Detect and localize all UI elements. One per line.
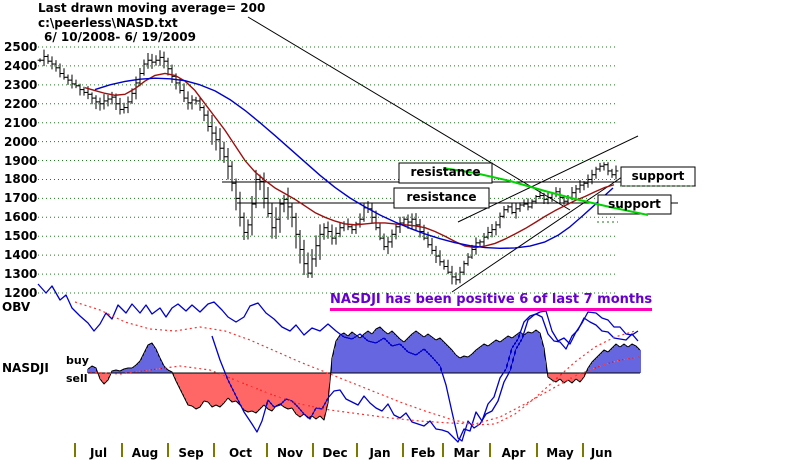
month-label-oct: Oct bbox=[228, 446, 253, 460]
support-box-2: support bbox=[608, 197, 661, 211]
y-axis-tick-label: 1800 bbox=[4, 172, 38, 187]
header-file-path: c:\peerless\NASD.txt bbox=[38, 16, 178, 30]
nasdji-note: NASDJI has been positive 6 of last 7 mon… bbox=[330, 292, 653, 311]
month-label-feb: Feb bbox=[410, 446, 436, 460]
price-gridlines bbox=[38, 46, 618, 294]
obv-ma-dotted bbox=[74, 301, 636, 426]
trendlines bbox=[222, 16, 678, 293]
y-axis-tick-label: 2500 bbox=[4, 40, 38, 54]
month-label-mar: Mar bbox=[453, 446, 480, 460]
month-label-may: May bbox=[546, 446, 574, 460]
sell-label: sell bbox=[66, 372, 88, 385]
month-label-dec: Dec bbox=[322, 446, 348, 460]
y-axis-tick-label: 2300 bbox=[4, 77, 38, 92]
obv-line bbox=[37, 283, 639, 442]
price-bars bbox=[37, 49, 619, 285]
month-label-apr: Apr bbox=[501, 446, 526, 460]
y-axis-tick-label: 1300 bbox=[4, 267, 38, 282]
buy-label: buy bbox=[66, 354, 89, 367]
month-label-nov: Nov bbox=[276, 446, 304, 460]
y-axis-tick-label: 1400 bbox=[4, 248, 38, 263]
ma-slow-blue-line bbox=[94, 77, 614, 250]
y-axis-tick-label: 1900 bbox=[4, 153, 38, 168]
y-axis-tick-label: 1500 bbox=[4, 229, 38, 244]
y-axis-tick-label: 2400 bbox=[4, 58, 38, 73]
obv-panel-label: OBV bbox=[2, 300, 31, 314]
y-axis-tick-label: 1700 bbox=[4, 191, 38, 206]
support-box-1: support bbox=[631, 169, 685, 183]
y-axis-tick-label: 2200 bbox=[4, 96, 38, 111]
header-date-range: 6/ 10/2008- 6/ 19/2009 bbox=[44, 30, 196, 44]
month-label-jan: Jan bbox=[369, 446, 391, 460]
month-label-sep: Sep bbox=[178, 446, 204, 460]
month-axis-ticks bbox=[74, 443, 584, 457]
y-axis-tick-label: 2100 bbox=[4, 115, 38, 130]
resistance-box-2: resistance bbox=[406, 190, 477, 204]
month-label-jul: Jul bbox=[89, 446, 108, 460]
header-last-ma: Last drawn moving average= 200 bbox=[38, 1, 266, 15]
resistance-box-1: resistance bbox=[410, 165, 481, 179]
y-axis-tick-label: 1200 bbox=[4, 286, 38, 300]
y-axis-tick-label: 2000 bbox=[4, 134, 38, 149]
nasdji-panel-label: NASDJI bbox=[2, 361, 49, 375]
month-label-jun: Jun bbox=[590, 446, 613, 460]
y-axis-tick-label: 1600 bbox=[4, 210, 38, 225]
month-label-aug: Aug bbox=[131, 446, 159, 460]
nasdji-ma-dotted bbox=[89, 356, 641, 425]
ma-fast-red-line bbox=[84, 72, 615, 249]
nasdji-envelope-line bbox=[87, 326, 641, 421]
